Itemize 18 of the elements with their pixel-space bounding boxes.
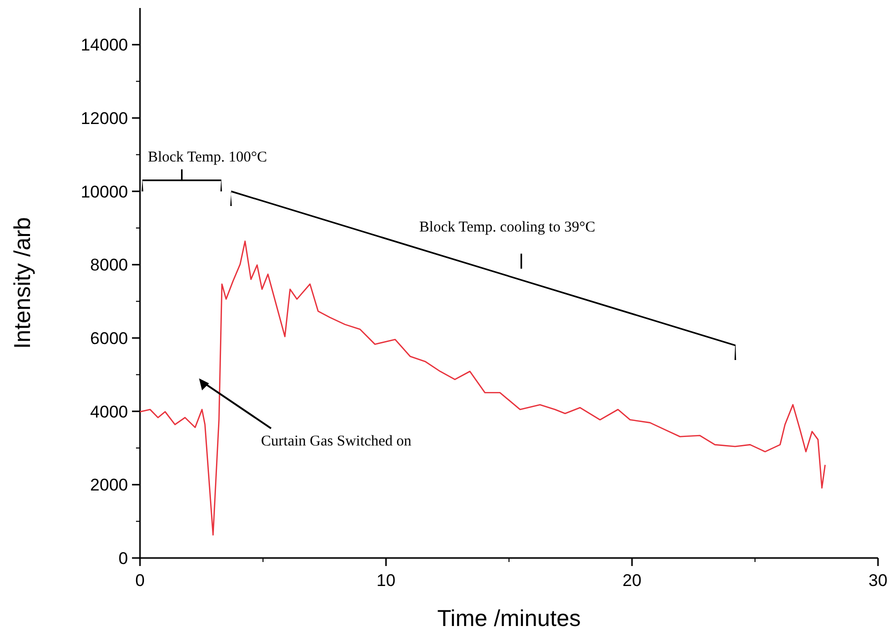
y-tick-label: 0 [118, 549, 128, 568]
y-tick-label: 2000 [90, 476, 128, 495]
y-tick-label: 4000 [90, 402, 128, 422]
x-tick-label: 10 [376, 571, 396, 590]
y-tick-label: 10000 [80, 182, 128, 202]
annotation: Block Temp. 100°C [148, 149, 268, 166]
y-tick-label: 14000 [80, 36, 128, 55]
annotation: Curtain Gas Switched on [261, 433, 412, 450]
x-axis-title: Time /minutes [437, 605, 581, 631]
x-tick-label: 20 [622, 571, 642, 590]
annotation: Block Temp. cooling to 39°C [419, 220, 596, 236]
x-tick-label: 0 [135, 571, 145, 590]
y-tick-label: 12000 [80, 109, 128, 128]
y-tick-label: 6000 [90, 329, 128, 348]
line-series [139, 240, 826, 536]
y-axis-title: Intensity /arb [9, 217, 35, 349]
y-tick-label: 8000 [90, 256, 128, 275]
x-tick-label: 30 [868, 571, 888, 590]
